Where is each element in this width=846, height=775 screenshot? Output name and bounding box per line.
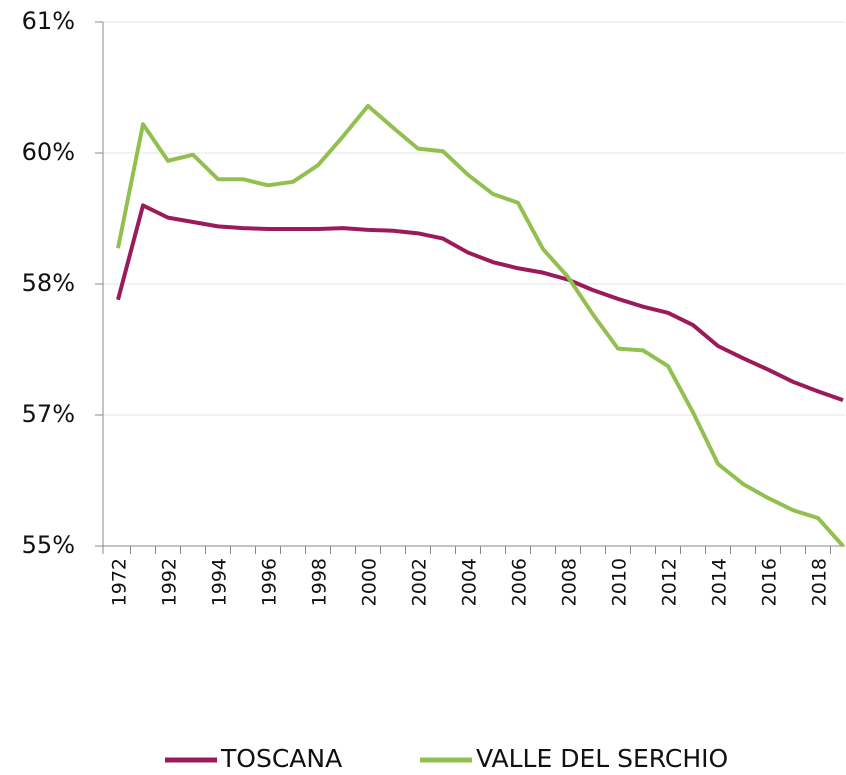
x-tick-label: 2010 (609, 558, 631, 606)
legend-label: VALLE DEL SERCHIO (476, 744, 728, 773)
x-tick-label: 2002 (409, 558, 431, 606)
y-tick-label: 60% (22, 138, 75, 166)
x-tick-label: 2000 (359, 558, 381, 606)
x-tick-label: 1992 (159, 558, 181, 606)
x-tick-label: 2008 (559, 558, 581, 606)
y-tick-label: 57% (22, 400, 75, 428)
x-tick-label: 2018 (809, 558, 831, 606)
x-tick-label: 2014 (709, 558, 731, 606)
y-tick-label: 61% (22, 7, 75, 35)
x-tick-label: 2016 (759, 558, 781, 606)
y-tick-label: 55% (22, 531, 75, 559)
x-tick-label: 1994 (209, 558, 231, 606)
series-line (116, 203, 844, 403)
x-tick-label: 2004 (459, 558, 481, 606)
x-tick-label: 1998 (309, 558, 331, 606)
y-tick-label: 58% (22, 269, 75, 297)
x-tick-label: 2006 (509, 558, 531, 606)
x-tick-label: 2012 (659, 558, 681, 606)
x-tick-label: 1972 (109, 558, 131, 606)
x-tick-label: 1996 (259, 558, 281, 606)
series-line (116, 103, 845, 548)
legend-label: TOSCANA (220, 744, 342, 773)
